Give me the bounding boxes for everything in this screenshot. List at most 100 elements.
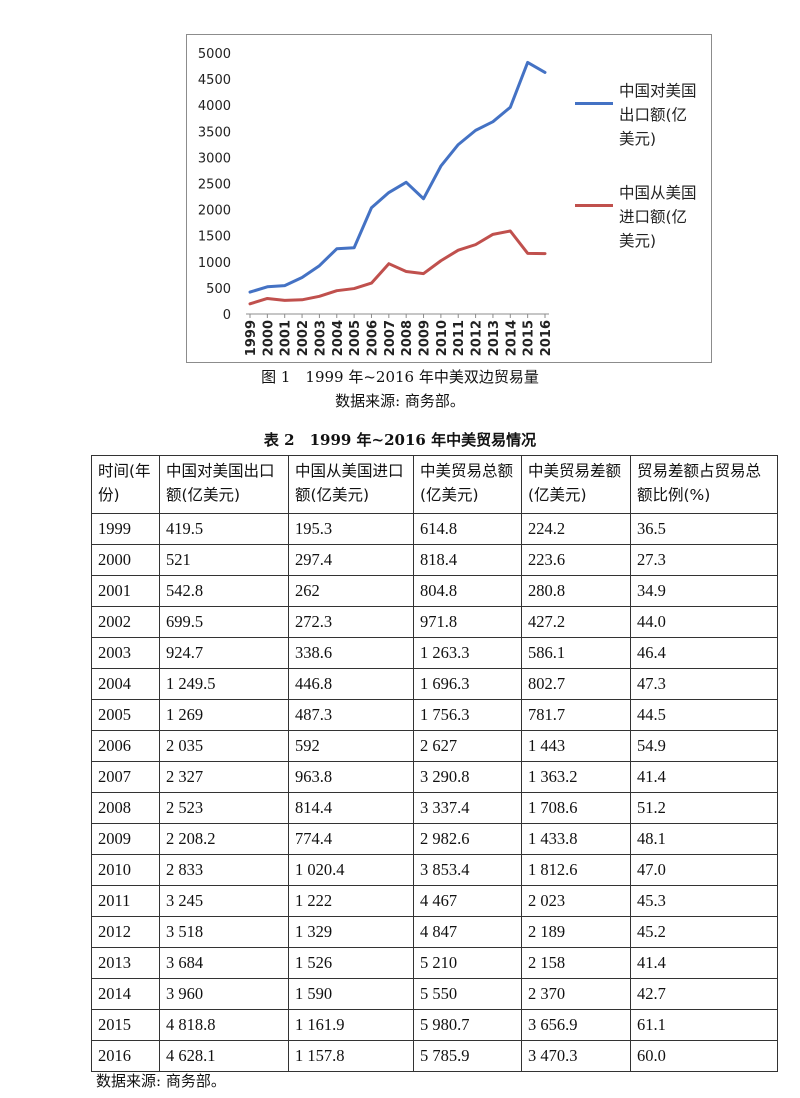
table-cell: 262: [288, 575, 414, 607]
table-cell: 272.3: [288, 606, 414, 638]
table-cell: 4 467: [413, 885, 522, 917]
x-tick-label: 2002: [296, 320, 311, 356]
y-tick-label: 1500: [198, 230, 231, 245]
table-cell: 521: [159, 544, 289, 576]
y-tick-label: 500: [206, 282, 231, 297]
table-cell: 2006: [91, 730, 160, 762]
table-cell: 61.1: [630, 1009, 778, 1041]
table-cell: 47.3: [630, 668, 778, 700]
x-tick-label: 2006: [365, 320, 380, 356]
x-tick-label: 2008: [400, 320, 415, 356]
table-cell: 802.7: [521, 668, 631, 700]
table-cell: 297.4: [288, 544, 414, 576]
table-cell: 1 363.2: [521, 761, 631, 793]
table-row: 2016 4 628.1 1 157.8 5 785.9 3 470.3 60.0: [91, 1040, 778, 1072]
table-cell: 54.9: [630, 730, 778, 762]
table-cell: 774.4: [288, 823, 414, 855]
table-cell: 2 327: [159, 761, 289, 793]
x-tick-label: 2014: [504, 320, 519, 356]
table-cell: 804.8: [413, 575, 522, 607]
table-cell: 44.5: [630, 699, 778, 731]
table-cell: 3 290.8: [413, 761, 522, 793]
table-cell: 2016: [91, 1040, 160, 1072]
y-tick-label: 3000: [198, 151, 231, 166]
table-row: 2006 2 035 592 2 627 1 443 54.9: [91, 730, 778, 762]
table-header-row: 时间(年份) 中国对美国出口额(亿美元) 中国从美国进口额(亿美元) 中美贸易总…: [91, 455, 778, 514]
table-cell: 45.2: [630, 916, 778, 948]
table-caption: 表 2 1999 年~2016 年中美贸易情况: [263, 431, 537, 449]
y-tick-label: 2000: [198, 204, 231, 219]
trade-table: 时间(年份) 中国对美国出口额(亿美元) 中国从美国进口额(亿美元) 中美贸易总…: [91, 455, 778, 1072]
table-cell: 5 210: [413, 947, 522, 979]
x-tick-label: 2013: [487, 320, 502, 356]
table-cell: 963.8: [288, 761, 414, 793]
table-cell: 41.4: [630, 761, 778, 793]
table-cell: 2 627: [413, 730, 522, 762]
table-cell: 2 833: [159, 854, 289, 886]
table-cell: 1 708.6: [521, 792, 631, 824]
x-tick-label: 2010: [435, 320, 450, 356]
x-tick-label: 2016: [539, 320, 554, 356]
table-cell: 1 756.3: [413, 699, 522, 731]
table-cell: 814.4: [288, 792, 414, 824]
table-cell: 3 960: [159, 978, 289, 1010]
table-cell: 446.8: [288, 668, 414, 700]
table-cell: 1 263.3: [413, 637, 522, 669]
table-cell: 2011: [91, 885, 160, 917]
table-row: 2000 521 297.4 818.4 223.6 27.3: [91, 544, 778, 576]
x-tick-label: 2003: [313, 320, 328, 356]
legend-import-line-1: 中国从美国: [619, 184, 697, 202]
table-cell: 2015: [91, 1009, 160, 1041]
table-cell: 971.8: [413, 606, 522, 638]
y-tick-label: 0: [223, 308, 231, 323]
x-tick-label: 2015: [522, 320, 537, 356]
table-cell: 3 245: [159, 885, 289, 917]
table-cell: 2 158: [521, 947, 631, 979]
table-cell: 2001: [91, 575, 160, 607]
table-cell: 5 785.9: [413, 1040, 522, 1072]
y-tick-label: 5000: [198, 47, 231, 62]
table-cell: 2009: [91, 823, 160, 855]
x-tick-label: 2001: [279, 320, 294, 356]
y-tick-label: 3500: [198, 125, 231, 140]
table-cell: 1999: [91, 513, 160, 545]
table-cell: 542.8: [159, 575, 289, 607]
table-cell: 2 035: [159, 730, 289, 762]
legend-export-line-2: 出口额(亿: [619, 106, 688, 124]
figure-source: 数据来源: 商务部。: [335, 392, 465, 410]
table-cell: 2014: [91, 978, 160, 1010]
table-cell: 699.5: [159, 606, 289, 638]
table-cell: 46.4: [630, 637, 778, 669]
table-cell: 818.4: [413, 544, 522, 576]
table-cell: 45.3: [630, 885, 778, 917]
table-cell: 42.7: [630, 978, 778, 1010]
header-import: 中国从美国进口额(亿美元): [288, 455, 414, 514]
table-cell: 224.2: [521, 513, 631, 545]
x-tick-label: 2012: [470, 320, 485, 356]
table-cell: 4 818.8: [159, 1009, 289, 1041]
table-cell: 2 189: [521, 916, 631, 948]
table-row: 2015 4 818.8 1 161.9 5 980.7 3 656.9 61.1: [91, 1009, 778, 1041]
table-row: 2007 2 327 963.8 3 290.8 1 363.2 41.4: [91, 761, 778, 793]
figure-caption: 图 1 1999 年~2016 年中美双边贸易量: [261, 368, 539, 386]
table-row: 2010 2 833 1 020.4 3 853.4 1 812.6 47.0: [91, 854, 778, 886]
table-row: 2013 3 684 1 526 5 210 2 158 41.4: [91, 947, 778, 979]
legend-export-label: 中国对美国 出口额(亿 美元): [619, 79, 711, 151]
table-cell: 614.8: [413, 513, 522, 545]
import-series-line: [248, 229, 547, 306]
table-cell: 2 370: [521, 978, 631, 1010]
table-cell: 3 470.3: [521, 1040, 631, 1072]
table-cell: 1 696.3: [413, 668, 522, 700]
table-cell: 2003: [91, 637, 160, 669]
y-tick-label: 4000: [198, 99, 231, 114]
table-cell: 2 208.2: [159, 823, 289, 855]
table-cell: 2002: [91, 606, 160, 638]
table-row: 2012 3 518 1 329 4 847 2 189 45.2: [91, 916, 778, 948]
table-cell: 427.2: [521, 606, 631, 638]
table-cell: 1 161.9: [288, 1009, 414, 1041]
table-row: 2011 3 245 1 222 4 467 2 023 45.3: [91, 885, 778, 917]
table-cell: 592: [288, 730, 414, 762]
table-cell: 48.1: [630, 823, 778, 855]
header-ratio: 贸易差额占贸易总额比例(%): [630, 455, 778, 514]
table-cell: 1 269: [159, 699, 289, 731]
